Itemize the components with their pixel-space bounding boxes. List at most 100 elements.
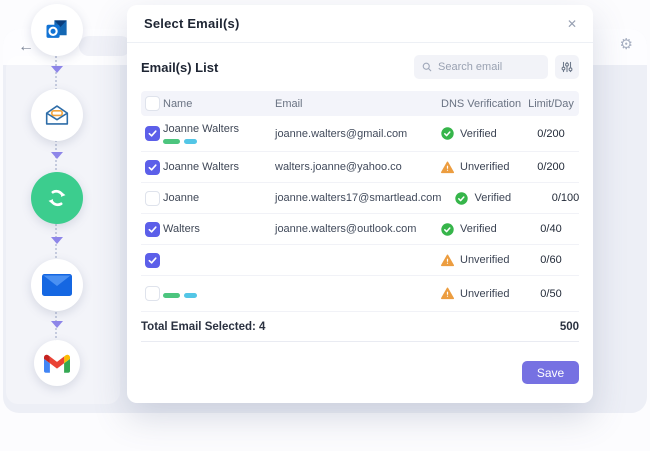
check-icon — [148, 130, 157, 137]
tag-cyan — [184, 139, 197, 144]
dns-status-label: Unverified — [460, 161, 510, 173]
list-title: Email(s) List — [141, 59, 219, 75]
dns-status-label: Verified — [460, 127, 497, 140]
limit-cell: 0/200 — [537, 161, 565, 173]
verified-icon — [441, 127, 454, 140]
sequence-rail — [0, 0, 116, 451]
table-row: Joanne Walters joanne.walters@gmail.com Ve… — [141, 116, 579, 152]
search-box[interactable] — [414, 55, 548, 79]
filter-sliders-icon — [561, 61, 573, 73]
search-icon — [422, 62, 432, 72]
email-cell: walters.joanne@yahoo.co — [275, 161, 427, 173]
dns-status-label: Verified — [474, 192, 512, 204]
check-icon — [148, 163, 157, 171]
email-cell: joanne.walters17@smartlead.com — [275, 192, 441, 204]
email-tags — [163, 293, 275, 298]
connector-arrow-icon — [51, 321, 63, 328]
step-open-email[interactable] — [31, 89, 83, 141]
dns-cell: Verified — [441, 191, 537, 205]
step-sync-call[interactable] — [31, 172, 83, 224]
table-header-row: Name Email DNS Verification Limit/Day — [141, 91, 579, 116]
check-icon — [148, 256, 157, 264]
email-address: joanne.walters@outlook.com — [275, 223, 417, 235]
emails-table: Name Email DNS Verification Limit/Day Jo… — [141, 91, 579, 342]
row-checkbox[interactable] — [145, 252, 160, 268]
sender-name: Joanne — [163, 192, 200, 204]
limit-cell: 0/200 — [537, 127, 565, 140]
limit-cell: 0/40 — [540, 223, 562, 235]
header-limit: Limit/Day — [528, 97, 574, 110]
limit-cell: 0/100 — [551, 192, 580, 204]
row-checkbox[interactable] — [145, 159, 160, 175]
table-body: Joanne Walters joanne.walters@gmail.com Ve… — [141, 116, 579, 312]
dns-cell: Unverified — [427, 254, 523, 267]
total-selected-label: Total Email Selected: 4 — [141, 320, 266, 333]
back-arrow-icon[interactable]: ← — [18, 38, 34, 55]
modal-footer: Save — [141, 342, 579, 403]
gear-icon[interactable]: ⚙ — [619, 36, 633, 53]
row-checkbox[interactable] — [145, 190, 160, 206]
header-name: Name — [163, 97, 193, 110]
tag-green — [163, 139, 180, 144]
sender-name: Joanne Walters — [163, 123, 240, 135]
unverified-icon — [441, 287, 454, 300]
unverified-icon — [441, 161, 454, 173]
row-checkbox[interactable] — [145, 221, 160, 237]
header-email: Email — [275, 97, 303, 110]
dns-cell: Unverified — [427, 287, 523, 300]
table-row: Unverified 0/50 — [141, 276, 579, 312]
sync-icon — [48, 189, 66, 207]
total-row: Total Email Selected: 4 500 — [141, 312, 579, 342]
check-icon — [148, 225, 157, 233]
dns-cell: Verified — [427, 127, 523, 140]
row-checkbox[interactable] — [145, 286, 160, 301]
open-envelope-icon — [45, 105, 69, 125]
unverified-icon — [441, 254, 454, 266]
skeleton-pill — [79, 36, 131, 56]
tag-green — [163, 293, 180, 298]
email-address: walters.joanne@yahoo.co — [275, 161, 402, 173]
outlook-icon — [46, 20, 67, 38]
step-email[interactable] — [31, 259, 83, 311]
dns-status-label: Verified — [460, 223, 497, 235]
save-button[interactable]: Save — [522, 361, 579, 384]
verified-icon — [455, 191, 469, 205]
email-address: joanne.walters@gmail.com — [275, 127, 408, 140]
envelope-icon — [42, 274, 72, 296]
tag-cyan — [184, 293, 197, 298]
step-gmail[interactable] — [34, 340, 80, 386]
total-limit-value: 500 — [559, 320, 579, 333]
dns-cell: Verified — [427, 222, 523, 236]
header-dns: DNS Verification — [441, 97, 522, 110]
list-head: Email(s) List — [141, 54, 579, 80]
dns-status-label: Unverified — [460, 287, 510, 300]
email-cell: joanne.walters@gmail.com — [275, 128, 427, 140]
name-cell: Walters — [163, 223, 275, 235]
table-row: Unverified 0/60 — [141, 245, 579, 276]
email-cell: joanne.walters@outlook.com — [275, 223, 427, 235]
verified-icon — [441, 222, 454, 236]
row-checkbox[interactable] — [145, 126, 160, 141]
search-input[interactable] — [438, 61, 541, 73]
table-row: Joanne Walters walters.joanne@yahoo.co Unv… — [141, 152, 579, 183]
email-address: joanne.walters17@smartlead.com — [275, 192, 442, 204]
modal-body: Email(s) List — [127, 43, 593, 403]
step-outlook[interactable] — [31, 4, 83, 56]
connector-arrow-icon — [51, 237, 63, 244]
name-cell: Joanne Walters — [163, 123, 275, 144]
gmail-icon — [44, 354, 70, 373]
select-all-checkbox[interactable] — [145, 96, 160, 111]
table-row: Joanne joanne.walters17@smartlead.com Veri… — [141, 183, 579, 214]
filter-button[interactable] — [555, 55, 579, 79]
select-emails-modal: Select Email(s) ✕ Email(s) List — [127, 5, 593, 403]
limit-cell: 0/50 — [540, 287, 562, 300]
modal-header: Select Email(s) ✕ — [127, 5, 593, 43]
name-cell — [163, 289, 275, 298]
table-row: Walters joanne.walters@outlook.com Verifie… — [141, 214, 579, 245]
modal-title: Select Email(s) — [144, 16, 240, 31]
sender-name: Joanne Walters — [163, 161, 240, 173]
name-cell: Joanne — [163, 192, 275, 204]
close-icon[interactable]: ✕ — [566, 16, 577, 31]
dns-status-label: Unverified — [460, 254, 510, 266]
dns-cell: Unverified — [427, 161, 523, 174]
